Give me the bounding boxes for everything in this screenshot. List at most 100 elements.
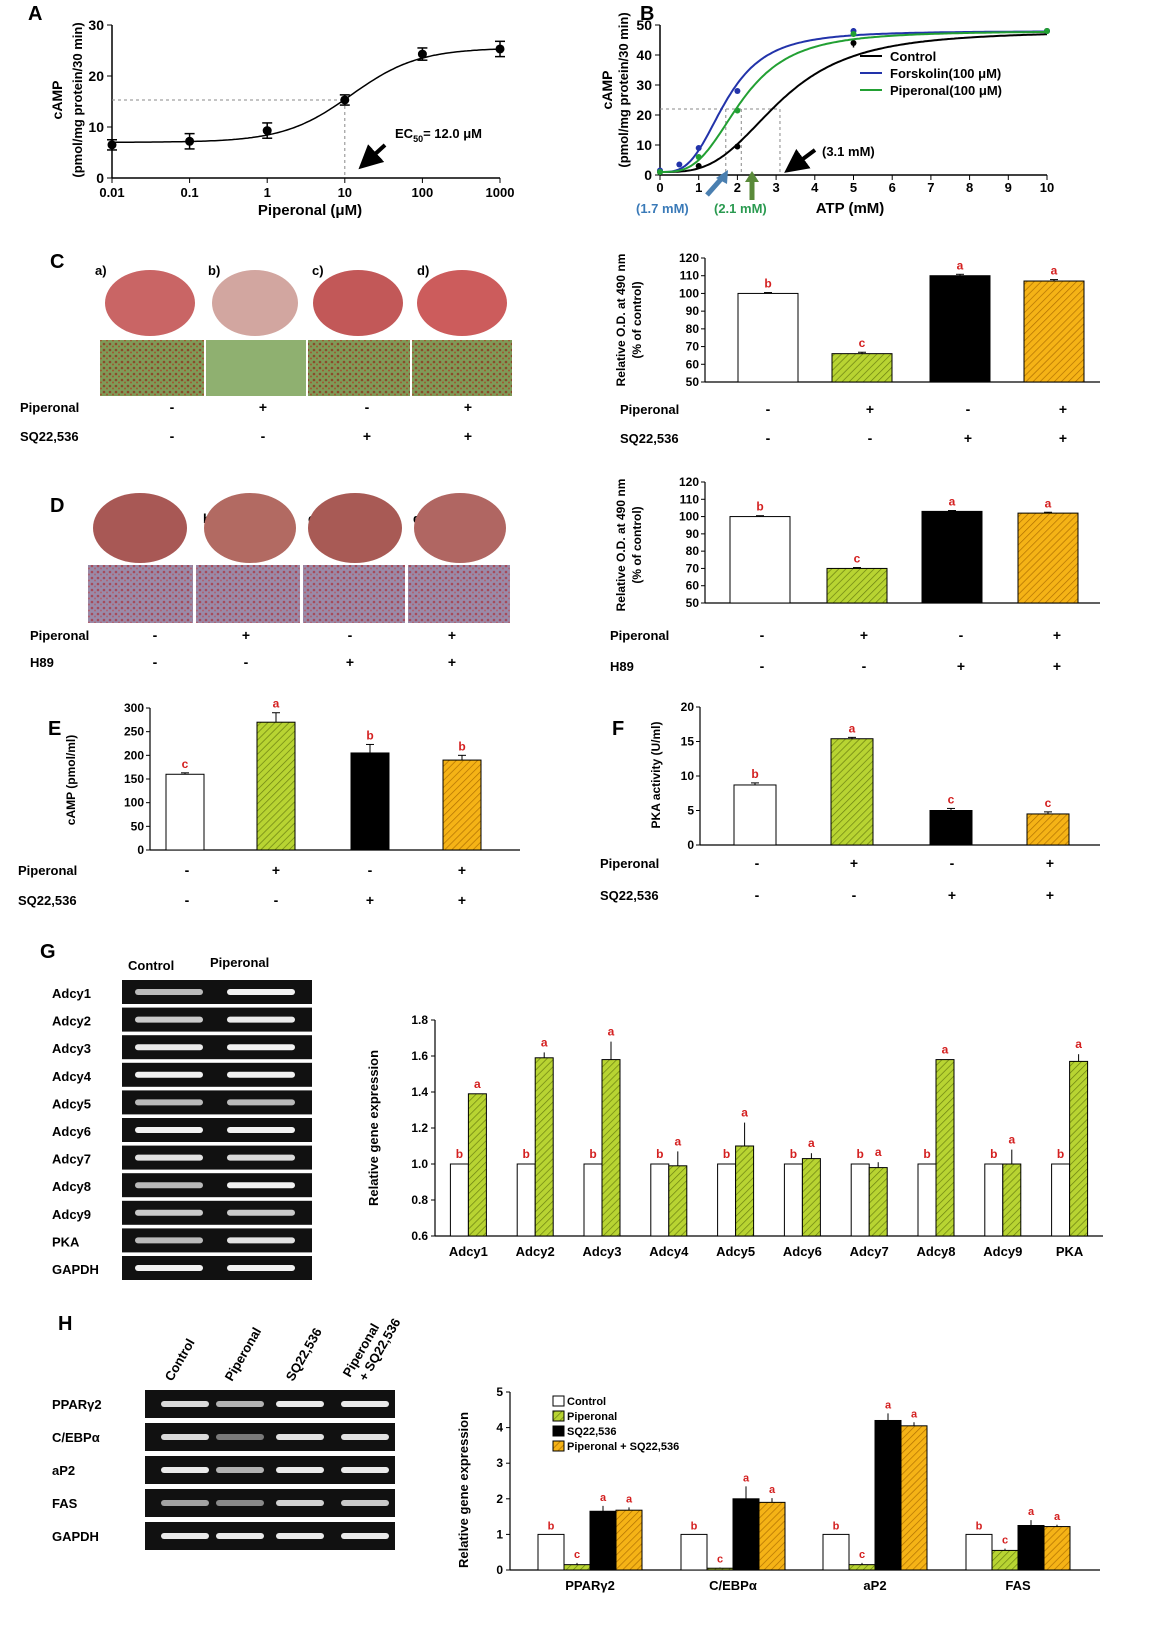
data-point (734, 107, 741, 114)
micrograph-ca (100, 340, 204, 396)
data-point (1044, 28, 1050, 34)
ec50-prefix: EC (395, 126, 414, 141)
y-tick-label: 100 (124, 796, 144, 810)
annot-forskolin-ec50: (1.7 mM) (636, 201, 689, 216)
treatment-label: Piperonal (600, 856, 659, 871)
treatment-minus: - (760, 658, 765, 674)
bar (984, 1163, 1004, 1237)
gel-band (227, 1182, 295, 1189)
gel-band (341, 1401, 389, 1407)
annot-piperonal-ec50: (2.1 mM) (714, 201, 767, 216)
bar (935, 1059, 955, 1237)
gel-band (216, 1467, 264, 1473)
y-tick-label: 2 (496, 1492, 503, 1506)
micrograph-cb (206, 340, 306, 396)
plot-e: 0 50 100 150 200 250 300 cAMP (pmol/ml) c a b b Pipe… (18, 697, 520, 908)
treatment-plus: + (363, 428, 371, 444)
x-tick-label: 1 (264, 185, 271, 200)
significance-letter: c (859, 336, 866, 350)
gel-band (161, 1401, 209, 1407)
culture-dish-cd (417, 270, 507, 336)
panel-c-photos: a) b) c) d) Piperonal - + - + SQ22,536 - - + + (20, 263, 512, 444)
photo-label-ca: a) (95, 263, 107, 278)
gel-band (135, 1154, 203, 1161)
bar (830, 738, 874, 846)
significance-letter: a (273, 697, 280, 711)
treatment-plus: + (964, 430, 972, 446)
treatment-plus: + (346, 654, 354, 670)
treatment-plus: + (1053, 627, 1061, 643)
gel-band (161, 1434, 209, 1440)
panel-letter-a: A (28, 3, 42, 25)
y-tick-label: 15 (681, 735, 695, 749)
significance-letter: c (1045, 796, 1052, 810)
significance-letter: a (743, 1472, 750, 1484)
y-tick-label: 90 (686, 527, 700, 541)
y-tick-label: 60 (686, 579, 700, 593)
micrograph-db (196, 565, 300, 623)
panel-letter-g: G (40, 941, 56, 963)
y-tick-label: 250 (124, 725, 144, 739)
micrograph-cc (308, 340, 410, 396)
x-tick-label: Adcy7 (850, 1244, 889, 1259)
significance-letter: a (626, 1493, 633, 1505)
gel-band (135, 1209, 203, 1216)
y-axis-label: Relative gene expression (456, 1412, 471, 1568)
legend-forskolin: Forskolin(100 μM) (890, 66, 1001, 81)
y-tick-label: 10 (88, 119, 104, 135)
treatment-plus: + (448, 627, 456, 643)
treatment-plus: + (259, 399, 267, 415)
data-point (417, 49, 427, 59)
data-point (734, 143, 741, 150)
gel-band (216, 1401, 264, 1407)
significance-letter: b (976, 1520, 983, 1532)
data-point (262, 126, 272, 136)
bar (589, 1510, 617, 1571)
data-point (185, 136, 195, 146)
gel-band (227, 1154, 295, 1161)
x-tick-label: 10 (338, 185, 352, 200)
significance-letter: a (957, 258, 964, 272)
significance-letter: a (911, 1408, 918, 1420)
gel-column-label: Piperonal (210, 955, 269, 970)
y-axis-label: Relative O.D. at 490 nm (614, 479, 628, 612)
y-tick-label: 3 (496, 1456, 503, 1470)
x-tick-label: 4 (811, 180, 819, 195)
y-tick-label: 50 (636, 17, 652, 33)
bar (706, 1567, 734, 1571)
data-point (657, 169, 663, 175)
y-tick-label: 1.6 (411, 1049, 428, 1063)
gel-row-label: GAPDH (52, 1262, 99, 1277)
treatment-minus: - (755, 887, 760, 903)
x-tick-label: 10 (1040, 180, 1054, 195)
x-tick-label: 3 (772, 180, 779, 195)
legend-label: Piperonal (567, 1411, 617, 1423)
treatment-minus: - (185, 862, 190, 878)
panel-a-ylabel-unit: (pmol/mg protein/30 min) (70, 22, 85, 177)
treatment-plus: + (272, 862, 280, 878)
treatment-plus: + (1053, 658, 1061, 674)
significance-letter: a (885, 1399, 892, 1411)
y-tick-label: 20 (636, 107, 652, 123)
bar (1002, 1163, 1022, 1237)
x-tick-label: 0.1 (181, 185, 199, 200)
y-tick-label: 50 (686, 596, 700, 610)
legend-label: SQ22,536 (567, 1426, 617, 1438)
treat-d-photos: Piperonal - + - + H89 - - + + (30, 627, 456, 670)
x-tick-label: 0.01 (99, 185, 124, 200)
treatment-plus: + (1046, 887, 1054, 903)
panel-b-ylabel-unit: (pmol/mg protein/30 min) (616, 12, 631, 167)
data-point (107, 140, 117, 150)
treatment-plus: + (1059, 401, 1067, 417)
data-point (495, 44, 505, 54)
gel-band (135, 1044, 203, 1051)
gel-band (341, 1500, 389, 1506)
culture-dish-dd (414, 493, 506, 563)
bar (900, 1425, 928, 1571)
significance-letter: b (756, 500, 763, 514)
y-tick-label: 20 (681, 700, 695, 714)
y-tick-label: 100 (679, 286, 699, 300)
significance-letter: a (942, 1043, 949, 1057)
data-point (340, 95, 350, 105)
treatment-plus: + (866, 401, 874, 417)
